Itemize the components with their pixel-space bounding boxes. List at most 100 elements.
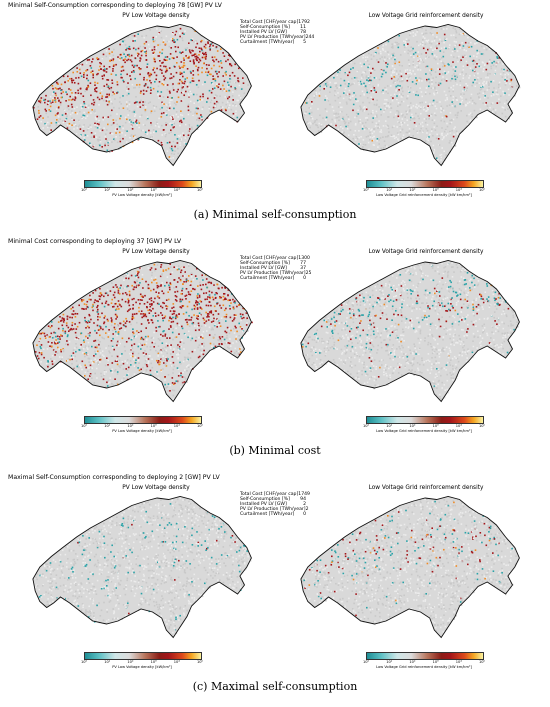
- stat-value: 11: [300, 24, 306, 30]
- right-colorbar: [366, 180, 484, 188]
- stats-row: PV LV Production [TWh/year] 2: [240, 506, 309, 513]
- stat-value: 0: [303, 511, 306, 517]
- left-colorbar: [84, 652, 202, 660]
- colorbar-tick-label: 10⁴: [173, 660, 180, 664]
- colorbar-tick-label: 10¹: [104, 424, 111, 428]
- right-colorbar-ticks: 10⁰ 10¹ 10² 10³ 10⁴ 10⁵: [363, 188, 485, 192]
- right-density-map: [300, 496, 520, 639]
- colorbar-tick-label: 10⁵: [196, 424, 203, 428]
- colorbar-tick-label: 10³: [150, 188, 157, 192]
- colorbar-tick-label: 10²: [127, 188, 134, 192]
- right-map-title: Low Voltage Grid reinforcement density: [368, 249, 484, 255]
- left-colorbar-label: PV Low Voltage density [kW/km²]: [112, 193, 172, 197]
- stats-table: Total Cost [CHF/year cap] 1749 Self-Consum…: [240, 492, 310, 518]
- colorbar-tick-label: 10⁵: [478, 424, 485, 428]
- country-border: [32, 496, 252, 639]
- density-cells: [34, 497, 252, 637]
- right-colorbar-label: Low Voltage Grid reinforcement density […: [376, 429, 472, 433]
- stat-value: 1300: [298, 256, 310, 261]
- subfigure-caption: (b) Minimal cost: [229, 444, 321, 457]
- stats-row: Self-Consumption [%] 77: [240, 260, 306, 267]
- figure-panel: Minimal Cost corresponding to deploying …: [0, 236, 550, 471]
- stat-value: 37: [300, 265, 306, 271]
- stats-row: Self-Consumption [%] 11: [240, 24, 306, 31]
- colorbar-tick-label: 10³: [432, 424, 439, 428]
- colorbar-tick-label: 10⁴: [455, 188, 462, 192]
- stat-label: Self-Consumption [%]: [240, 496, 290, 502]
- colorbar-tick-label: 10¹: [386, 188, 393, 192]
- right-colorbar: [366, 652, 484, 660]
- left-colorbar-label: PV Low Voltage density [kW/km²]: [112, 665, 172, 669]
- left-colorbar: [84, 416, 202, 424]
- stats-row: Installed PV LV [GW] 78: [240, 30, 306, 36]
- subfigure-caption: (a) Minimal self-consumption: [193, 208, 357, 221]
- stat-label: Total Cost [CHF/year cap]: [240, 20, 299, 25]
- left-density-map: [32, 24, 252, 167]
- stat-label: Curtailment [TWh/year]: [240, 511, 295, 517]
- right-colorbar-ticks: 10⁰ 10¹ 10² 10³ 10⁴ 10⁵: [363, 424, 485, 428]
- colorbar-tick-label: 10³: [432, 660, 439, 664]
- colorbar-tick-label: 10⁰: [363, 424, 370, 428]
- country-border: [300, 260, 520, 403]
- stat-label: Installed PV LV [GW]: [240, 501, 287, 507]
- stats-row: Installed PV LV [GW] 2: [240, 501, 306, 508]
- right-density-map: [300, 260, 520, 403]
- stat-value: 0: [303, 275, 306, 281]
- colorbar-tick-label: 10¹: [386, 660, 393, 664]
- left-colorbar-ticks: 10⁰ 10¹ 10² 10³ 10⁴ 10⁵: [81, 424, 203, 428]
- colorbar-tick-label: 10³: [150, 660, 157, 664]
- figure-panel: Maximal Self-Consumption corresponding t…: [0, 472, 550, 707]
- right-colorbar-ticks: 10⁰ 10¹ 10² 10³ 10⁴ 10⁵: [363, 660, 485, 664]
- stat-value: 94: [300, 496, 306, 502]
- density-cells: [304, 25, 521, 166]
- subfigure-caption: (c) Maximal self-consumption: [192, 680, 358, 693]
- colorbar-tick-label: 10²: [409, 660, 416, 664]
- left-map-title: PV Low Voltage density: [122, 249, 190, 255]
- left-colorbar-ticks: 10⁰ 10¹ 10² 10³ 10⁴ 10⁵: [81, 188, 203, 192]
- density-cells: [34, 263, 253, 400]
- figure-title: Minimal Self-Consumption corresponding t…: [8, 2, 222, 9]
- colorbar-tick-label: 10⁵: [196, 188, 203, 192]
- colorbar-tick-label: 10⁰: [81, 188, 88, 192]
- stat-label: Self-Consumption [%]: [240, 24, 290, 30]
- stats-row: Curtailment [TWh/year] 5: [240, 39, 306, 46]
- colorbar-tick-label: 10²: [409, 188, 416, 192]
- stats-row: PV LV Production [TWh/year] 25: [240, 271, 311, 277]
- colorbar-tick-label: 10¹: [104, 660, 111, 664]
- left-map-title: PV Low Voltage density: [122, 485, 190, 491]
- right-colorbar-label: Low Voltage Grid reinforcement density […: [376, 665, 472, 669]
- stat-label: Self-Consumption [%]: [240, 260, 290, 266]
- stat-label: Installed PV LV [GW]: [240, 265, 287, 271]
- right-map-title: Low Voltage Grid reinforcement density: [368, 13, 484, 19]
- left-map-title: PV Low Voltage density: [122, 13, 190, 19]
- stat-label: PV LV Production [TWh/year]: [240, 34, 306, 40]
- stats-row: Total Cost [CHF/year cap] 1792: [240, 20, 310, 26]
- stat-value: 2: [305, 506, 309, 512]
- stats-row: Total Cost [CHF/year cap] 1300: [240, 256, 310, 262]
- right-colorbar-label: Low Voltage Grid reinforcement density […: [376, 193, 472, 197]
- colorbar-tick-label: 10³: [150, 424, 157, 428]
- right-map-title: Low Voltage Grid reinforcement density: [368, 485, 484, 491]
- stat-value: 1749: [298, 492, 310, 497]
- country-border: [300, 24, 520, 167]
- colorbar-tick-label: 10⁴: [173, 424, 180, 428]
- left-colorbar-ticks: 10⁰ 10¹ 10² 10³ 10⁴ 10⁵: [81, 660, 203, 664]
- left-density-map: [32, 260, 253, 403]
- country-border: [300, 496, 520, 639]
- stat-value: 25: [305, 270, 312, 276]
- colorbar-tick-label: 10⁵: [478, 188, 485, 192]
- colorbar-tick-label: 10²: [127, 660, 134, 664]
- stat-label: Curtailment [TWh/year]: [240, 39, 295, 45]
- colorbar-tick-label: 10⁰: [363, 188, 370, 192]
- stat-label: PV LV Production [TWh/year]: [240, 506, 306, 512]
- density-cells: [301, 262, 519, 401]
- colorbar-tick-label: 10¹: [104, 188, 111, 192]
- left-colorbar: [84, 180, 202, 188]
- stats-row: Curtailment [TWh/year] 0: [240, 275, 306, 282]
- figure-title: Minimal Cost corresponding to deploying …: [8, 238, 182, 245]
- stats-row: PV LV Production [TWh/year] 244: [240, 34, 314, 41]
- density-cells: [33, 25, 249, 166]
- figure-panel: Minimal Self-Consumption corresponding t…: [0, 0, 550, 235]
- left-density-map: [32, 496, 252, 639]
- colorbar-tick-label: 10⁰: [81, 660, 88, 664]
